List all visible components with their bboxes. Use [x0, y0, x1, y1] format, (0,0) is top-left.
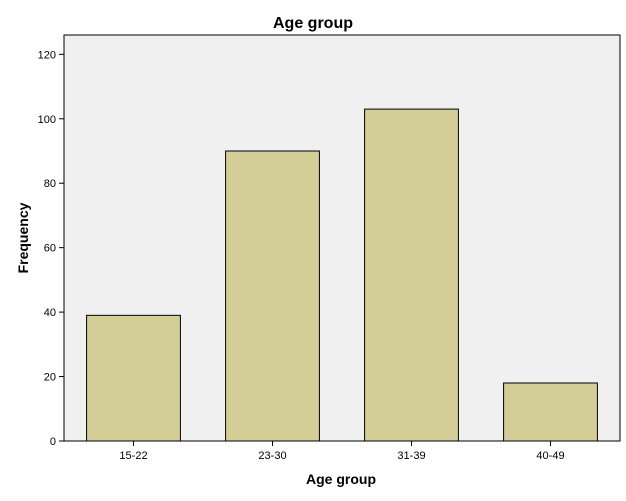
y-tick-label-20: 20 — [44, 372, 56, 384]
y-axis: 0 20 40 60 80 100 120 — [38, 49, 64, 448]
bar-15-22 — [86, 314, 181, 442]
y-tick-label-100: 100 — [38, 114, 56, 126]
y-tick-label-60: 60 — [44, 243, 56, 255]
bar-40-49 — [503, 382, 598, 442]
y-tick-label-80: 80 — [44, 178, 56, 190]
x-tick-label-31-39: 31-39 — [397, 450, 425, 462]
x-tick-label-23-30: 23-30 — [258, 450, 286, 462]
y-tick-label-40: 40 — [44, 307, 56, 319]
bars — [86, 108, 598, 442]
y-tick-label-0: 0 — [50, 436, 56, 448]
y-tick-label-120: 120 — [38, 49, 56, 61]
bar-23-30 — [225, 150, 320, 442]
y-axis-label: Frequency — [15, 202, 31, 273]
x-tick-label-15-22: 15-22 — [119, 450, 147, 462]
x-tick-label-40-49: 40-49 — [536, 450, 564, 462]
bar-31-39 — [364, 108, 459, 442]
x-axis-label: Age group — [306, 471, 376, 487]
x-axis: 15-22 23-30 31-39 40-49 — [119, 441, 565, 462]
chart-title: Age group — [273, 15, 353, 32]
